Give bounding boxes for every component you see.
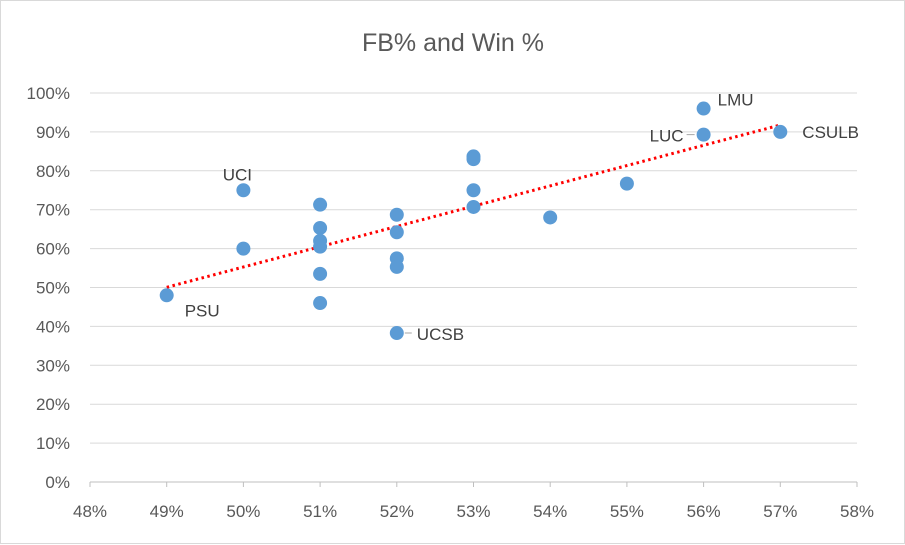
data-point bbox=[619, 176, 634, 191]
data-point bbox=[313, 197, 328, 212]
y-tick-label: 70% bbox=[36, 201, 70, 220]
x-tick-label: 58% bbox=[840, 502, 874, 521]
data-points bbox=[159, 101, 788, 341]
data-point bbox=[313, 220, 328, 235]
data-point bbox=[159, 288, 174, 303]
y-axis-ticks: 0% 10% 20% 30% 40% 50% 60% 70% 80% 90% 100% bbox=[27, 84, 70, 492]
data-point bbox=[696, 101, 711, 116]
x-tick-label: 49% bbox=[150, 502, 184, 521]
data-point bbox=[696, 127, 711, 142]
data-labels: PSU UCI UCSB LMU LUC CSULB bbox=[185, 91, 859, 344]
data-point bbox=[389, 259, 404, 274]
y-tick-label: 90% bbox=[36, 123, 70, 142]
trendline bbox=[166, 123, 781, 289]
data-point bbox=[389, 326, 404, 341]
y-tick-label: 10% bbox=[36, 434, 70, 453]
data-label: UCSB bbox=[417, 325, 464, 344]
x-tick-label: 56% bbox=[687, 502, 721, 521]
gridlines bbox=[90, 92, 857, 483]
x-tick-label: 52% bbox=[380, 502, 414, 521]
data-point bbox=[313, 266, 328, 281]
data-point bbox=[466, 199, 481, 214]
data-point bbox=[389, 225, 404, 240]
data-point bbox=[313, 239, 328, 254]
data-point bbox=[236, 183, 251, 198]
y-tick-label: 60% bbox=[36, 240, 70, 259]
x-tick-label: 54% bbox=[533, 502, 567, 521]
data-point bbox=[389, 207, 404, 222]
y-tick-label: 30% bbox=[36, 356, 70, 375]
axes bbox=[89, 481, 858, 487]
data-point bbox=[313, 296, 328, 311]
x-tick-label: 55% bbox=[610, 502, 644, 521]
data-point bbox=[236, 241, 251, 256]
data-point bbox=[773, 124, 788, 139]
x-tick-label: 48% bbox=[73, 502, 107, 521]
data-label: PSU bbox=[185, 301, 220, 320]
data-point bbox=[466, 183, 481, 198]
data-label: UCI bbox=[223, 165, 252, 184]
chart-title: FB% and Win % bbox=[362, 29, 544, 57]
y-tick-label: 0% bbox=[45, 473, 70, 492]
y-tick-label: 20% bbox=[36, 395, 70, 414]
x-axis-ticks: 48% 49% 50% 51% 52% 53% 54% 55% 56% 57% 58% bbox=[73, 502, 874, 521]
x-tick-label: 51% bbox=[303, 502, 337, 521]
y-tick-label: 40% bbox=[36, 317, 70, 336]
x-tick-label: 57% bbox=[763, 502, 797, 521]
data-point bbox=[466, 152, 481, 167]
x-tick-label: 53% bbox=[456, 502, 490, 521]
x-tick-label: 50% bbox=[226, 502, 260, 521]
y-tick-label: 50% bbox=[36, 279, 70, 298]
trendline-layer bbox=[166, 123, 781, 289]
data-label: LUC bbox=[650, 127, 684, 146]
data-label: LMU bbox=[718, 91, 754, 110]
y-tick-label: 80% bbox=[36, 162, 70, 181]
data-label: CSULB bbox=[802, 123, 859, 142]
data-point bbox=[543, 210, 558, 225]
y-tick-label: 100% bbox=[27, 84, 70, 103]
